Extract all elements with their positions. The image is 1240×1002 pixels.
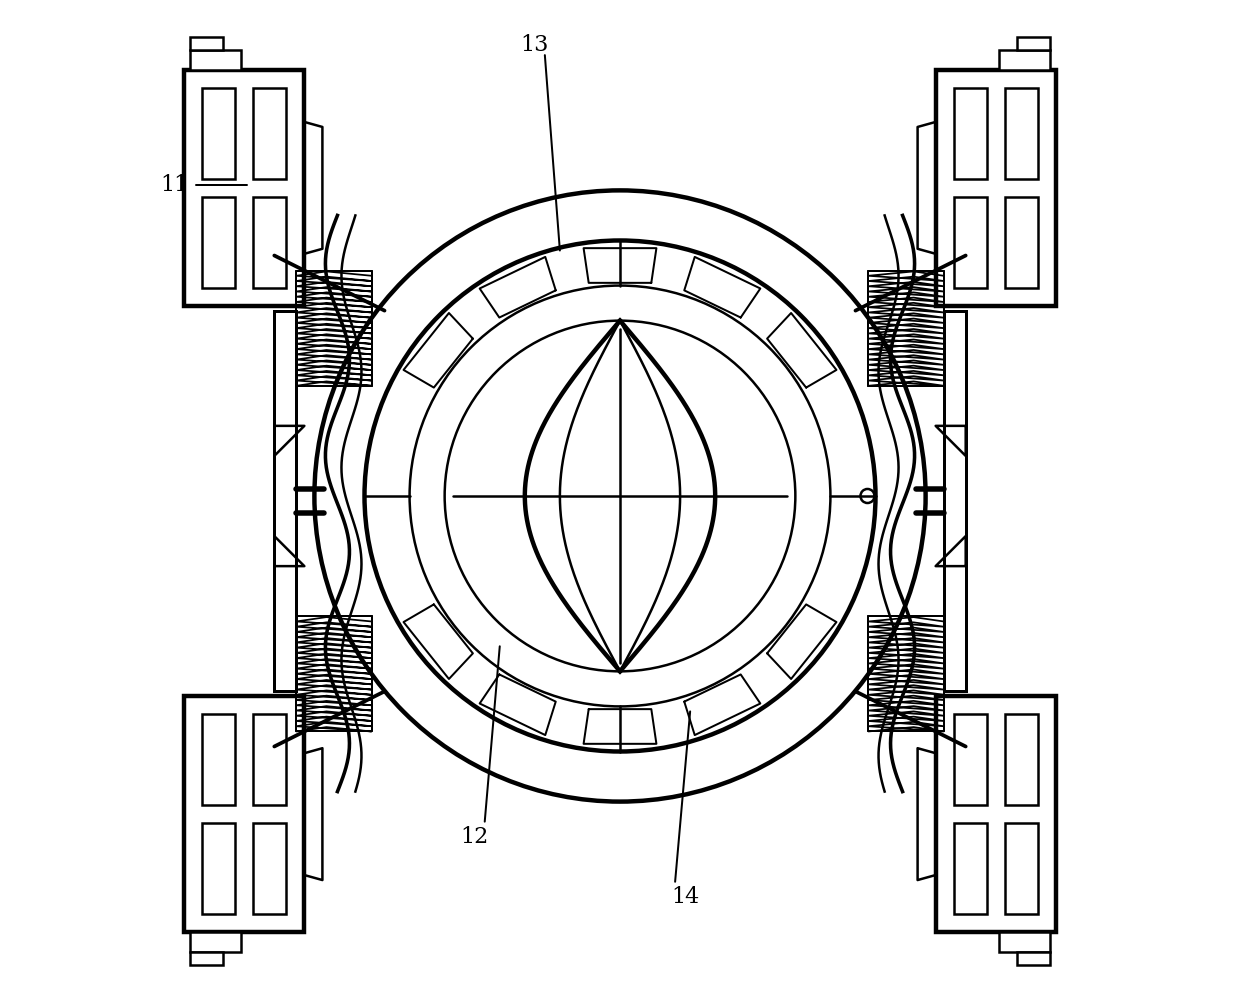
- Bar: [999, 932, 1050, 952]
- Bar: [190, 952, 223, 965]
- Bar: [184, 70, 304, 306]
- Bar: [253, 824, 286, 914]
- Bar: [202, 88, 236, 178]
- Bar: [190, 37, 223, 50]
- Bar: [253, 197, 286, 288]
- Bar: [944, 311, 966, 691]
- Bar: [954, 824, 987, 914]
- Bar: [1004, 88, 1038, 178]
- Bar: [1004, 824, 1038, 914]
- Text: 13: 13: [521, 34, 549, 56]
- Bar: [1017, 952, 1050, 965]
- Bar: [954, 197, 987, 288]
- Bar: [253, 714, 286, 806]
- Bar: [999, 50, 1050, 70]
- Bar: [1004, 197, 1038, 288]
- Bar: [274, 311, 296, 691]
- Text: 11: 11: [160, 174, 188, 196]
- Bar: [936, 696, 1056, 932]
- Bar: [190, 50, 241, 70]
- Text: 12: 12: [460, 826, 489, 848]
- Bar: [190, 932, 241, 952]
- Bar: [184, 696, 304, 932]
- Bar: [954, 88, 987, 178]
- Bar: [1017, 37, 1050, 50]
- Bar: [202, 197, 236, 288]
- Text: 14: 14: [671, 886, 699, 908]
- Bar: [1004, 714, 1038, 806]
- Bar: [253, 88, 286, 178]
- Bar: [954, 714, 987, 806]
- Bar: [936, 70, 1056, 306]
- Bar: [202, 714, 236, 806]
- Bar: [202, 824, 236, 914]
